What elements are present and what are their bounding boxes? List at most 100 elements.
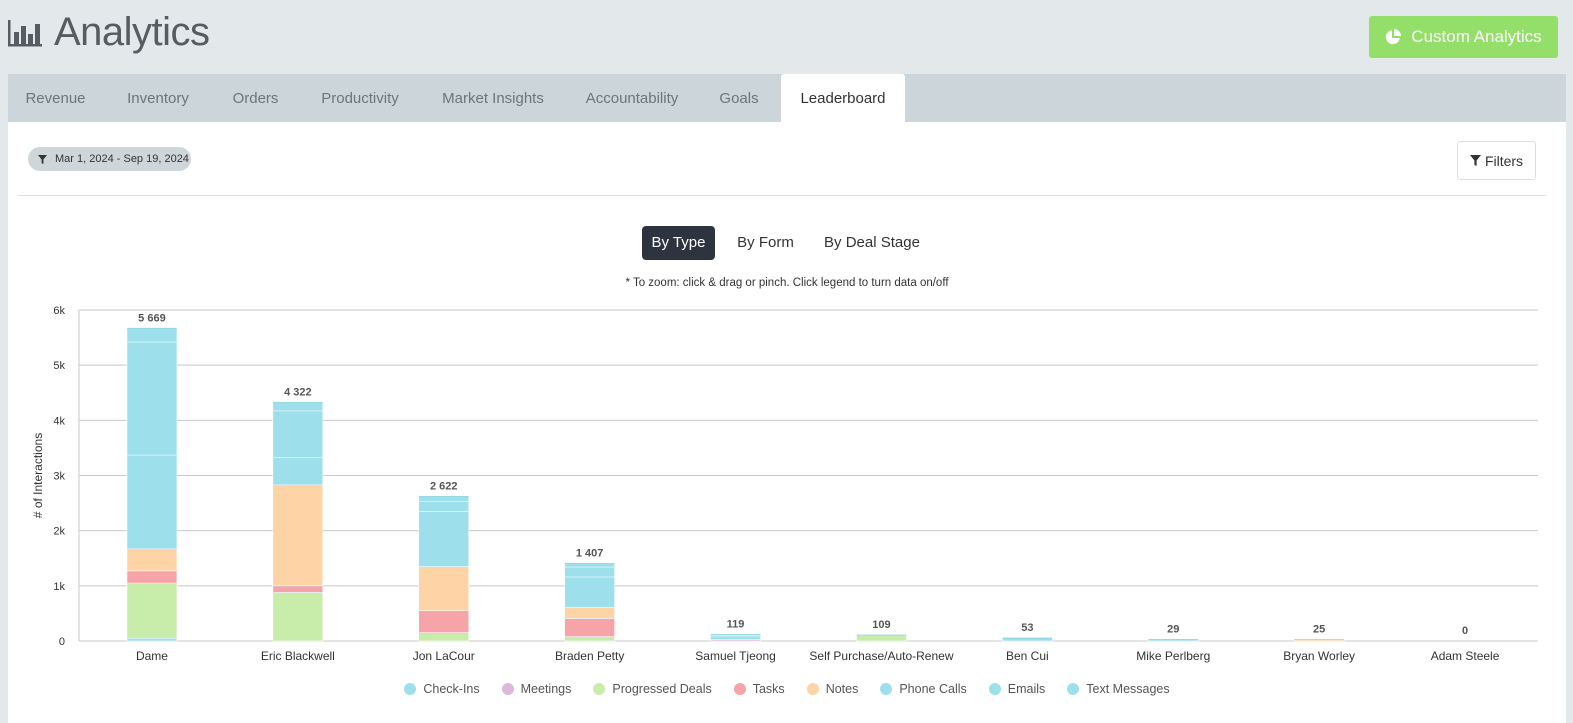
x-tick-label: Braden Petty — [555, 649, 624, 663]
legend-item[interactable]: Emails — [988, 682, 1045, 696]
bar-segment — [564, 576, 615, 608]
divider — [18, 195, 1546, 196]
tab-productivity[interactable]: Productivity — [321, 90, 399, 107]
x-tick-label: Samuel Tjeong — [695, 649, 776, 663]
y-tick-label: 3k — [53, 471, 65, 483]
x-tick-label: Eric Blackwell — [261, 649, 335, 663]
tab-orders[interactable]: Orders — [232, 90, 279, 107]
bar-total-label: 2 622 — [430, 480, 458, 492]
legend-label: Progressed Deals — [612, 682, 712, 696]
x-tick-label: Jon LaCour — [413, 649, 475, 663]
y-tick-label: 1k — [53, 581, 65, 593]
view-by-type-button[interactable]: By Type — [642, 226, 715, 260]
zoom-instructions: * To zoom: click & drag or pinch. Click … — [625, 277, 949, 289]
bar-segment — [418, 511, 470, 567]
bar-segment — [564, 636, 615, 642]
legend-item[interactable]: Meetings — [501, 682, 572, 696]
bar-segment — [418, 610, 470, 634]
bar-total-label: 109 — [872, 619, 890, 631]
bar-segment — [272, 585, 324, 593]
legend-label: Meetings — [520, 682, 572, 696]
custom-analytics-label: Custom Analytics — [1411, 27, 1542, 46]
bar-segment — [710, 635, 761, 640]
bar-total-label: 119 — [727, 618, 745, 630]
title-group: Analytics — [8, 10, 210, 55]
legend-swatch — [988, 683, 1001, 695]
tab-goals[interactable]: Goals — [719, 90, 759, 107]
bar-segment — [272, 410, 324, 458]
bar-total-label: 0 — [1462, 625, 1468, 637]
legend-swatch — [806, 683, 819, 695]
x-tick-label: Ben Cui — [1006, 649, 1049, 663]
tab-inventory[interactable]: Inventory — [127, 90, 189, 107]
date-range-label: Mar 1, 2024 - Sep 19, 2024 — [55, 153, 189, 165]
legend-label: Phone Calls — [899, 682, 967, 696]
view-by-deal-stage-button[interactable]: By Deal Stage — [824, 234, 920, 251]
tab-accountability[interactable]: Accountability — [585, 90, 679, 107]
bar-total-label: 1 407 — [576, 547, 604, 559]
legend-swatch — [733, 683, 746, 695]
legend-swatch — [404, 683, 417, 695]
bar-segment — [418, 632, 470, 642]
bar-segment — [564, 563, 615, 568]
legend-item[interactable]: Phone Calls — [880, 682, 967, 696]
legend-item[interactable]: Progressed Deals — [593, 682, 712, 696]
date-range-filter-chip[interactable]: Mar 1, 2024 - Sep 19, 2024 — [28, 147, 191, 171]
custom-analytics-button[interactable]: Custom Analytics — [1369, 16, 1558, 58]
bar-segment — [418, 496, 470, 502]
filter-icon — [1469, 155, 1481, 166]
bar-segment — [564, 618, 615, 637]
bar-segment — [126, 454, 178, 550]
bar-segment — [126, 327, 178, 343]
bar-segment — [1002, 637, 1053, 642]
filters-button[interactable]: Filters — [1457, 141, 1536, 180]
filter-icon — [38, 154, 47, 164]
view-by-form-button[interactable]: By Form — [737, 234, 794, 251]
y-tick-label: 0 — [59, 636, 65, 648]
bar-total-label: 4 322 — [284, 387, 312, 399]
y-tick-label: 4k — [53, 415, 65, 427]
page-header: Analytics Custom Analytics — [0, 0, 1573, 74]
filters-label: Filters — [1484, 152, 1524, 169]
bar-total-label: 53 — [1021, 622, 1033, 634]
legend-label: Check-Ins — [423, 682, 480, 696]
bar-segment — [126, 570, 178, 584]
analytics-tabs: Revenue Inventory Orders Productivity Ma… — [8, 74, 1566, 122]
page-title: Analytics — [54, 10, 210, 54]
y-tick-label: 2k — [53, 526, 65, 538]
y-tick-label: 5k — [53, 360, 65, 372]
x-tick-label: Mike Perlberg — [1136, 649, 1210, 663]
legend-swatch — [1067, 683, 1080, 695]
y-axis-title: # of Interactions — [31, 433, 45, 518]
tab-leaderboard[interactable]: Leaderboard — [781, 74, 905, 122]
legend-item[interactable]: Text Messages — [1067, 682, 1170, 696]
bar-segment — [564, 566, 615, 578]
legend-item[interactable]: Notes — [806, 682, 858, 696]
bar-chart-icon — [8, 19, 42, 46]
bar-segment — [126, 637, 178, 642]
bar-segment — [418, 501, 470, 512]
tab-market-insights[interactable]: Market Insights — [442, 90, 544, 107]
bar-segment — [272, 484, 324, 587]
bar-segment — [126, 582, 178, 639]
legend-item[interactable]: Tasks — [733, 682, 785, 696]
y-tick-label: 6k — [53, 305, 65, 317]
bar-segment — [272, 456, 324, 486]
legend-item[interactable]: Check-Ins — [404, 682, 480, 696]
tab-revenue[interactable]: Revenue — [25, 90, 86, 107]
legend-swatch — [593, 683, 606, 695]
legend-label: Tasks — [752, 682, 785, 696]
x-tick-label: Adam Steele — [1431, 649, 1500, 663]
bar-segment — [856, 634, 907, 642]
bar-total-label: 5 669 — [138, 312, 166, 324]
interactions-bar-chart[interactable]: 0 1k 2k 3k 4k 5k 6k # of Interactions 5 669 Dame 4… — [8, 122, 1566, 682]
bar-total-label: 25 — [1313, 624, 1325, 636]
x-tick-label: Bryan Worley — [1283, 649, 1355, 663]
bar-segment — [272, 402, 324, 412]
bar-segment — [564, 607, 615, 619]
bar-segment — [126, 548, 178, 572]
chart-legend: Check-Ins Meetings Progressed Deals Tasks No… — [8, 682, 1566, 696]
x-tick-label: Self Purchase/Auto-Renew — [809, 649, 953, 663]
legend-swatch — [880, 683, 893, 695]
x-tick-label: Dame — [136, 649, 168, 663]
